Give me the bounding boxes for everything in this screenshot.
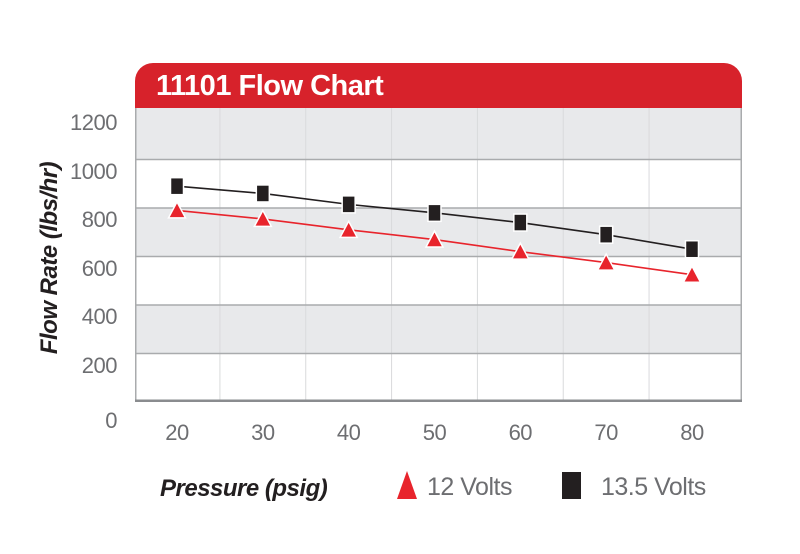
y-tick-label: 1200 — [70, 110, 117, 135]
x-axis-title: Pressure (psig) — [160, 475, 328, 502]
data-point-13-5v — [427, 203, 442, 223]
x-tick-label: 20 — [165, 420, 189, 445]
plot-area — [135, 108, 742, 402]
data-point-13-5v — [684, 239, 700, 259]
chart-title-banner: 11101 Flow Chart — [135, 63, 742, 108]
data-point-12v — [424, 229, 445, 248]
x-tick-label: 50 — [422, 420, 447, 445]
data-point-12v — [167, 200, 187, 219]
y-tick-label: 800 — [81, 207, 118, 232]
data-point-13-5v — [341, 195, 356, 214]
data-point-12v — [253, 208, 273, 228]
x-tick-label: 80 — [680, 420, 704, 445]
data-point-12v — [510, 241, 531, 260]
y-tick-label: 600 — [81, 255, 118, 281]
x-tick-label: 30 — [251, 420, 275, 445]
data-point-12v — [338, 219, 359, 239]
data-point-13-5v — [513, 213, 528, 232]
legend-12v-triangle-icon — [397, 471, 417, 499]
y-tick-label: 1000 — [70, 158, 117, 184]
legend-item-12-volts: 12 Volts — [427, 473, 512, 501]
data-point-13-5v — [169, 176, 185, 196]
legend-item-13-5-volts: 13.5 Volts — [601, 473, 706, 501]
x-tick-label: 60 — [508, 420, 533, 445]
y-tick-label: 0 — [105, 408, 117, 433]
x-tick-label: 70 — [594, 420, 618, 445]
y-tick-label: 400 — [81, 304, 118, 329]
legend-13-5v-square-icon — [562, 472, 581, 499]
chart-title: 11101 Flow Chart — [156, 70, 384, 102]
data-point-13-5v — [255, 184, 271, 203]
data-point-13-5v — [598, 225, 614, 244]
y-tick-label: 200 — [81, 352, 118, 378]
flow-rate-line-chart — [135, 108, 742, 402]
x-tick-label: 40 — [336, 420, 361, 445]
data-point-12v — [596, 252, 616, 271]
data-point-12v — [682, 264, 702, 283]
